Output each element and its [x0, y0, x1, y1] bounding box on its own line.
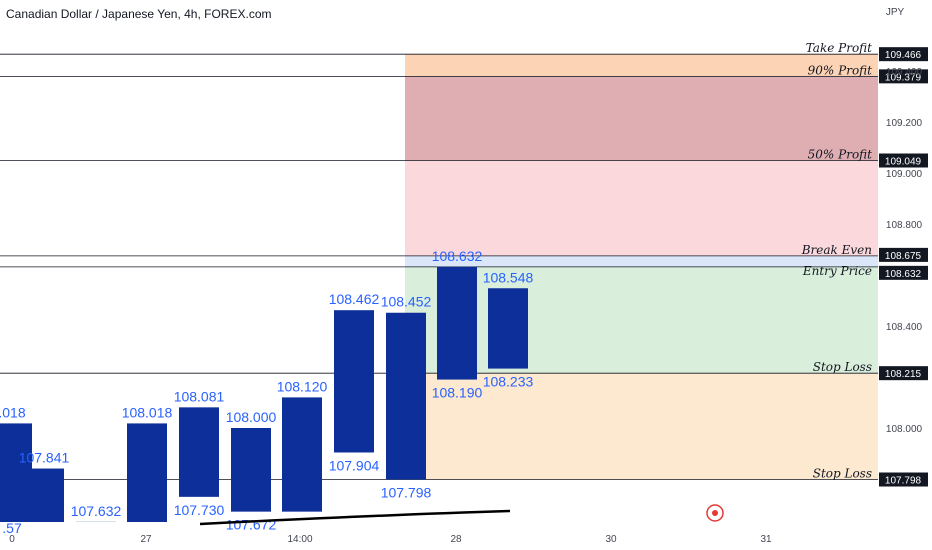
price-tag — [879, 47, 928, 62]
candle-low-label: 107.904 — [329, 457, 380, 473]
y-tick-label: 109.400 — [886, 67, 923, 78]
candle-high-label: 107.632 — [71, 503, 122, 519]
candle-high-label: 108.081 — [174, 388, 225, 404]
level-name: Entry Price — [802, 264, 872, 278]
y-tick-label: 109.000 — [886, 169, 923, 180]
price-tag — [879, 247, 928, 262]
price-tag — [879, 472, 928, 487]
candle-high-label: 107.841 — [19, 450, 70, 466]
candle-low-label: 108.190 — [432, 385, 483, 401]
candle-low-label: 108.233 — [483, 374, 534, 390]
x-tick-label: 31 — [760, 534, 772, 545]
level-name: Take Profit — [806, 41, 872, 55]
take-profit-zone — [405, 54, 878, 77]
candle-body — [334, 310, 374, 453]
candle-body — [437, 266, 477, 380]
price-tag-label: 108.675 — [885, 251, 922, 262]
level-name: 50% Profit — [808, 148, 873, 162]
price-tag — [879, 69, 928, 84]
candle-body — [127, 423, 167, 522]
price-tag-label: 108.632 — [885, 269, 922, 280]
level-name: Break Even — [801, 243, 872, 257]
ninety-profit-zone — [405, 76, 878, 161]
level-name: Stop Loss — [813, 467, 872, 481]
candle-high-label: 108.632 — [432, 248, 483, 264]
x-tick-label: 0 — [9, 534, 15, 545]
y-tick-label: 108.000 — [886, 424, 923, 435]
candle-low-label: 107.798 — [381, 485, 432, 501]
candle-low-label: 107.730 — [174, 502, 225, 518]
position-zones — [405, 54, 878, 480]
break-even-zone — [405, 255, 878, 267]
price-tag — [879, 366, 928, 381]
price-tag — [879, 265, 928, 280]
candle-high-label: 108.000 — [226, 409, 277, 425]
x-tick-label: 27 — [140, 534, 152, 545]
candle-body — [231, 428, 271, 512]
y-tick-label: 108.400 — [886, 322, 923, 333]
level-lines: Take Profit 109.466 90% Profit 109.379 50% P… — [0, 41, 928, 487]
stop-loss-zone — [405, 373, 878, 480]
x-tick-label: 28 — [450, 534, 462, 545]
candle-body — [282, 397, 322, 512]
price-tag-label: 109.466 — [885, 50, 922, 61]
chart-title: Canadian Dollar / Japanese Yen, 4h, FORE… — [6, 7, 272, 21]
price-tag-label: 109.049 — [885, 157, 922, 168]
price-tag-label: 108.215 — [885, 369, 922, 380]
price-tag-label: 109.379 — [885, 72, 922, 83]
trend-curve — [199, 509, 511, 526]
time-axis: 0 27 14:00 28 30 31 — [9, 534, 772, 545]
fifty-profit-zone — [405, 160, 878, 256]
price-tag-label: 107.798 — [885, 476, 922, 487]
candle-body — [488, 288, 528, 369]
currency-label: JPY — [886, 7, 905, 18]
level-name: Stop Loss — [813, 360, 872, 374]
candle-low-label: .57 — [2, 520, 22, 536]
candle-body — [24, 468, 64, 522]
candle-high-label: 108.452 — [381, 294, 432, 310]
y-tick-label: 108.800 — [886, 220, 923, 231]
candle-high-label: 108.018 — [122, 404, 173, 420]
x-tick-label: 14:00 — [287, 534, 312, 545]
candle-high-label: 108.548 — [483, 269, 534, 285]
price-axis: JPY 109.400 109.200 109.000 108.800 108.400 10… — [886, 7, 923, 435]
candle-body — [386, 312, 426, 480]
target-icon[interactable] — [706, 504, 724, 522]
candle-body — [179, 407, 219, 497]
y-tick-label: 109.200 — [886, 118, 923, 129]
entry-zone — [405, 266, 878, 374]
candle-high-label: 108.120 — [277, 378, 328, 394]
candle-high-label: .018 — [0, 404, 26, 420]
x-tick-label: 30 — [605, 534, 617, 545]
price-tag — [879, 153, 928, 168]
level-name: 90% Profit — [808, 63, 873, 77]
candle-low-label: 107.672 — [226, 517, 277, 533]
candle-high-label: 108.462 — [329, 291, 380, 307]
